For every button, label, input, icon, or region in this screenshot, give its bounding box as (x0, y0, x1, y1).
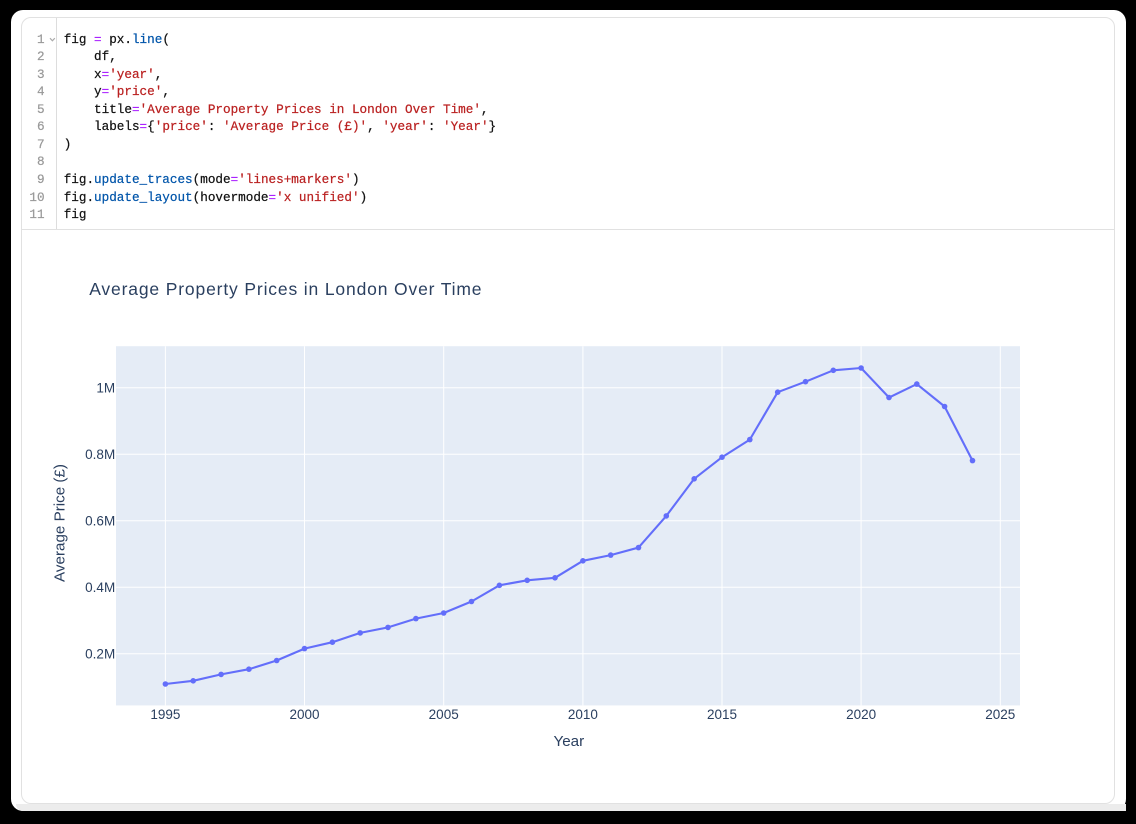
svg-text:2025: 2025 (985, 707, 1015, 722)
svg-text:1M: 1M (96, 381, 115, 396)
svg-text:0.4M: 0.4M (85, 580, 115, 595)
svg-text:Average Property Prices in Lon: Average Property Prices in London Over T… (89, 279, 482, 299)
svg-text:2020: 2020 (846, 707, 876, 722)
svg-text:0.6M: 0.6M (85, 514, 115, 529)
svg-text:Year: Year (553, 733, 584, 750)
svg-text:2000: 2000 (289, 707, 319, 722)
svg-text:0.2M: 0.2M (85, 647, 115, 662)
svg-text:2015: 2015 (707, 707, 737, 722)
svg-text:0.8M: 0.8M (85, 447, 115, 462)
svg-text:1995: 1995 (150, 707, 180, 722)
svg-text:Average Price (£): Average Price (£) (52, 464, 69, 582)
svg-text:2005: 2005 (429, 707, 459, 722)
svg-text:2010: 2010 (568, 707, 598, 722)
